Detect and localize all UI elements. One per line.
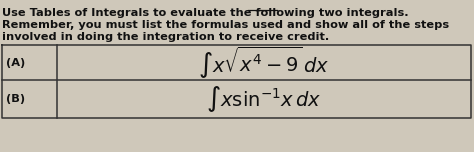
Text: involved in doing the integration to receive credit.: involved in doing the integration to rec… <box>2 32 329 42</box>
Text: Remember, you must list the formulas used and show all of the steps: Remember, you must list the formulas use… <box>2 20 449 30</box>
Text: (A): (A) <box>6 57 25 67</box>
Text: (B): (B) <box>6 94 25 104</box>
Text: Use Tables of Integrals to evaluate the following two integrals.: Use Tables of Integrals to evaluate the … <box>2 8 409 18</box>
Text: $\int x\sqrt{x^4-9}\,dx$: $\int x\sqrt{x^4-9}\,dx$ <box>198 44 330 81</box>
Text: $\int x\sin^{-1}\!x\,dx$: $\int x\sin^{-1}\!x\,dx$ <box>206 84 322 114</box>
